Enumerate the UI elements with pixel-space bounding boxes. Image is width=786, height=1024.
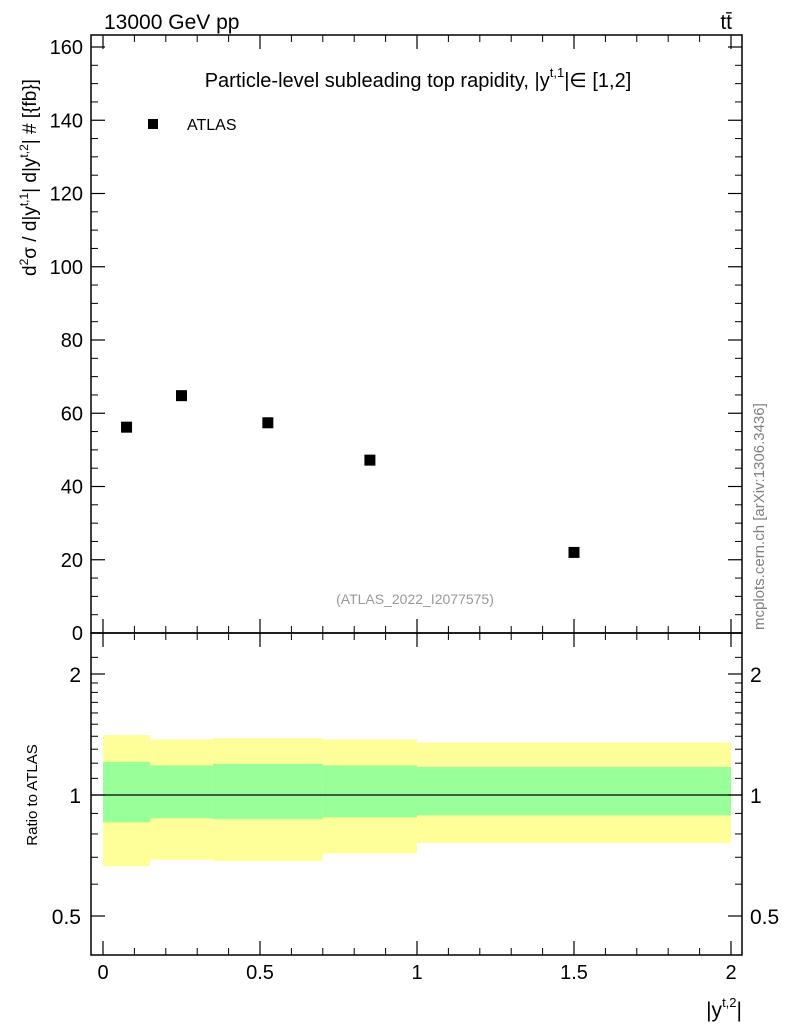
main-ytick-label: 40 xyxy=(61,477,83,499)
ratio-ytick-label-right: 0.5 xyxy=(750,906,779,929)
atlas-data-point xyxy=(176,390,187,402)
ratio-xtick-label: 0 xyxy=(97,962,108,984)
ratio-ytick-label-left: 0.5 xyxy=(52,906,81,929)
main-ytick-label: 60 xyxy=(61,403,83,425)
ratio-ytick-label-right: 1 xyxy=(750,785,762,808)
process-label: tt̄ xyxy=(720,11,732,34)
ratio-stat-band xyxy=(212,763,323,820)
ratio-y-axis-label: Ratio to ATLAS xyxy=(24,744,41,845)
ratio-plot-frame xyxy=(90,632,743,956)
ratio-x-axis-label: |yt,2| xyxy=(706,995,742,1022)
main-plot-panel: 0 20 40 60 80 100 120 140 160 Particle-level sub… xyxy=(17,34,743,645)
main-ytick-label: 20 xyxy=(61,550,83,572)
main-axis-ticks: 0 20 40 60 80 100 120 140 160 xyxy=(50,35,742,645)
main-ytick-label: 160 xyxy=(50,37,83,59)
ratio-stat-band xyxy=(322,765,417,818)
ratio-xtick-label: 1 xyxy=(411,962,422,984)
main-ytick-label: 120 xyxy=(50,184,83,206)
ratio-ytick-label-left: 1 xyxy=(69,785,81,808)
main-y-axis-label: d2σ / d|yt,1| d|yt,2| # [{fb}] xyxy=(17,79,41,276)
ratio-ytick-label-right: 2 xyxy=(750,664,762,687)
ratio-xtick-label: 2 xyxy=(725,962,736,984)
mcplots-side-label: mcplots.cern.ch [arXiv:1306.3436] xyxy=(751,403,768,630)
atlas-data-point xyxy=(262,417,274,429)
atlas-data-point xyxy=(364,454,376,466)
ratio-xtick-label: 0.5 xyxy=(246,962,274,984)
atlas-data-point xyxy=(568,546,580,558)
main-data-points xyxy=(121,390,580,558)
ratio-stat-band xyxy=(417,766,731,816)
analysis-annotation: (ATLAS_2022_I2077575) xyxy=(336,591,494,607)
ratio-stat-band xyxy=(103,761,151,823)
energy-label: 13000 GeV pp xyxy=(104,11,239,34)
ratio-axis-ticks: 0.5 0.5 1 1 2 2 0 0.5 1 1.5 2 xyxy=(52,633,779,984)
ratio-plot-panel: 0.5 0.5 1 1 2 2 0 0.5 1 1.5 2 Ratio to ATLAS |yt,2… xyxy=(24,632,779,1022)
ratio-ytick-label-left: 2 xyxy=(69,664,81,687)
ratio-stat-band xyxy=(150,765,213,819)
main-ytick-label: 100 xyxy=(50,257,83,279)
ratio-xtick-label: 1.5 xyxy=(560,962,588,984)
main-ytick-label: 80 xyxy=(61,330,83,352)
ratio-uncertainty-bands xyxy=(103,735,731,867)
main-ytick-label: 140 xyxy=(50,110,83,132)
main-ytick-label: 0 xyxy=(72,623,83,645)
legend-marker-atlas xyxy=(148,119,158,129)
atlas-data-point xyxy=(121,421,133,433)
legend-label-atlas: ATLAS xyxy=(187,117,237,134)
main-plot-title: Particle-level subleading top rapidity, … xyxy=(205,65,632,92)
